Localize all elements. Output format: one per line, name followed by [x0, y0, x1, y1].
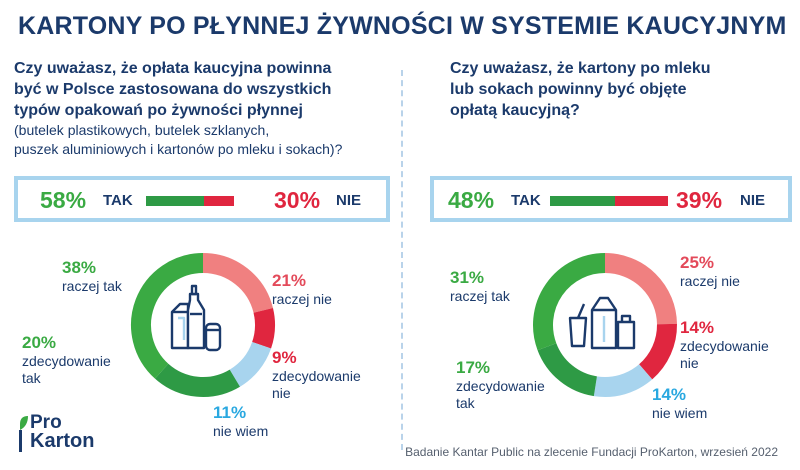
question-line: Czy uważasz, że kartony po mleku [450, 60, 711, 77]
segment-label-zdecydowanie-nie: 9% zdecydowanie nie [272, 348, 361, 402]
yes-label: TAK [511, 192, 541, 209]
bottles-cartons-can-icon [170, 284, 222, 352]
donut-slice-nie-wiem [229, 341, 272, 387]
segment-percent: 14% [652, 385, 687, 404]
segment-label-zdecydowanie-tak: 20% zdecydowanie tak [22, 333, 111, 387]
segment-percent: 11% [213, 403, 247, 422]
segment-label-nie-wiem: 14% nie wiem [652, 385, 707, 422]
segment-text: zdecydowanie nie [680, 338, 769, 371]
right-question: Czy uważasz, że kartony po mleku lub sok… [450, 58, 780, 121]
segment-label-zdecydowanie-nie: 14% zdecydowanie nie [680, 318, 769, 372]
segment-text: zdecydowanie nie [272, 368, 361, 401]
yes-label: TAK [103, 192, 133, 209]
yes-percent: 58% [40, 187, 87, 213]
segment-label-nie-wiem: 11% nie wiem [213, 403, 268, 440]
segment-percent: 14% [680, 318, 715, 337]
segment-text: nie wiem [652, 405, 708, 421]
segment-percent: 9% [272, 348, 297, 367]
right-summary-box: 48% TAK 39% NIE [430, 176, 792, 222]
segment-text: raczej nie [272, 291, 332, 307]
no-bar-segment [615, 196, 668, 206]
donut-slice-zdecydowanie-tak [154, 363, 240, 397]
donut-slice-zdecydowanie-tak [537, 342, 598, 397]
page-title: KARTONY PO PŁYNNEJ ŻYWNOŚCI W SYSTEMIE K… [18, 12, 787, 40]
segment-label-raczej-tak: 31% raczej tak [450, 268, 510, 305]
question-line: być w Polsce zastosowana do wszystkich [14, 81, 332, 98]
segment-percent: 38% [62, 258, 97, 277]
yes-bar-segment [146, 196, 204, 206]
segment-percent: 17% [456, 358, 491, 377]
segment-text: raczej tak [450, 288, 510, 304]
donut-slice-zdecydowanie-nie [638, 323, 677, 380]
donut-slice-raczej-nie [604, 253, 677, 325]
no-percent: 39% [676, 187, 723, 213]
question-subline: (butelek plastikowych, butelek szklanych… [14, 122, 270, 138]
left-question: Czy uważasz, że opłata kaucyjna powinna … [14, 58, 384, 159]
donut-slice-raczej-nie [202, 253, 273, 314]
segment-text: zdecydowanie tak [456, 378, 545, 411]
segment-label-raczej-tak: 38% raczej tak [62, 258, 122, 295]
no-bar-segment [204, 196, 234, 206]
donut-slice-raczej-tak [131, 253, 204, 379]
yes-no-bar [146, 196, 234, 206]
segment-text: raczej tak [62, 278, 122, 294]
left-summary-box: 58% TAK 30% NIE [14, 176, 390, 222]
leaf-icon [19, 416, 28, 452]
left-survey-panel: Czy uważasz, że opłata kaucyjna powinna … [8, 58, 398, 468]
segment-percent: 25% [680, 253, 715, 272]
no-label: NIE [336, 192, 362, 209]
donut-slice-raczej-tak [533, 253, 606, 351]
segment-percent: 31% [450, 268, 485, 287]
segment-label-raczej-nie: 21% raczej nie [272, 271, 332, 308]
donut-slice-nie-wiem [593, 363, 653, 397]
source-note: Badanie Kantar Public na zlecenie Fundac… [405, 445, 778, 459]
segment-text: zdecydowanie tak [22, 353, 111, 386]
segment-percent: 21% [272, 271, 307, 290]
segment-percent: 20% [22, 333, 57, 352]
segment-label-zdecydowanie-tak: 17% zdecydowanie tak [456, 358, 545, 412]
yes-bar-segment [550, 196, 616, 206]
prokarton-logo: Pro Karton [18, 412, 108, 458]
logo-text-pro: Pro [30, 412, 62, 433]
question-line: opłatą kaucyjną? [450, 102, 580, 119]
question-subline: puszek aluminiowych i kartonów po mleku … [14, 141, 343, 157]
cartons-icon [568, 296, 636, 350]
yes-no-bar [550, 196, 668, 206]
column-divider [401, 70, 403, 450]
donut-svg [131, 253, 275, 397]
question-line: lub sokach powinny być objęte [450, 81, 687, 98]
left-donut-chart [128, 250, 278, 400]
logo-text-karton: Karton [30, 430, 95, 452]
question-line: Czy uważasz, że opłata kaucyjna powinna [14, 60, 332, 77]
right-survey-panel: Czy uważasz, że kartony po mleku lub sok… [412, 58, 800, 468]
segment-label-raczej-nie: 25% raczej nie [680, 253, 740, 290]
no-percent: 30% [274, 187, 321, 213]
segment-text: nie wiem [213, 423, 269, 439]
segment-text: raczej nie [680, 273, 740, 289]
no-label: NIE [740, 192, 766, 209]
donut-svg [533, 253, 677, 397]
question-line: typów opakowań po żywności płynnej [14, 102, 303, 119]
right-donut-chart [530, 250, 680, 400]
yes-percent: 48% [448, 187, 495, 213]
donut-slice-zdecydowanie-nie [252, 308, 275, 349]
